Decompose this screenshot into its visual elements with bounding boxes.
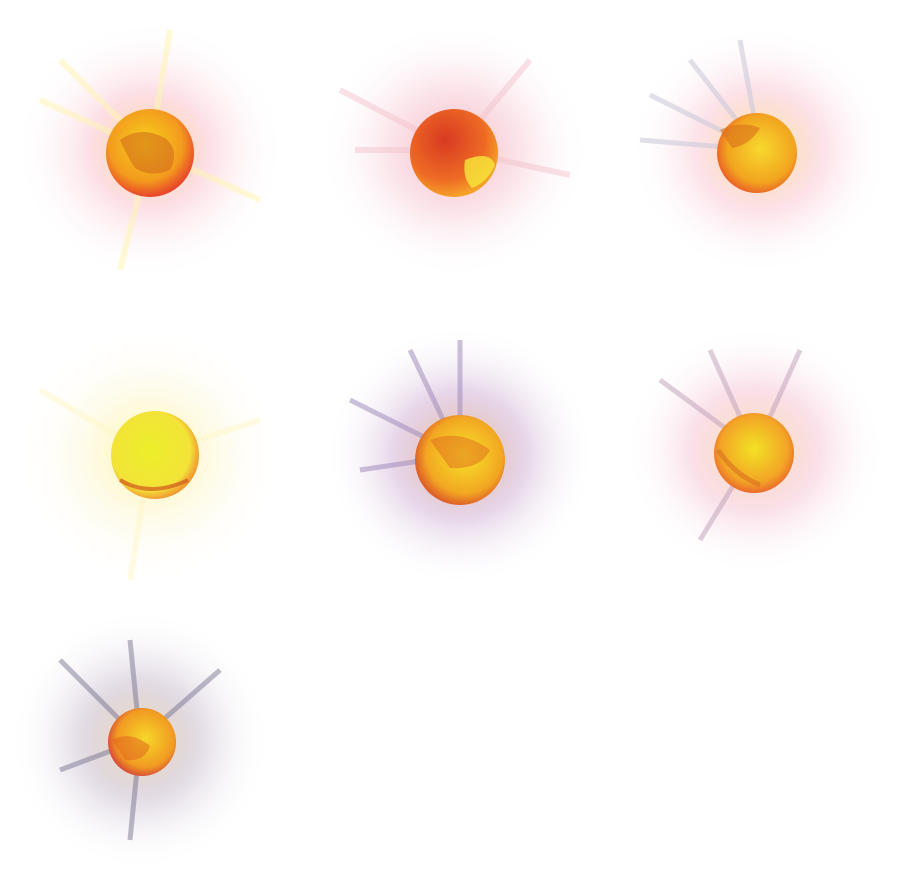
surface-crack <box>112 736 150 761</box>
fireball-frame-1-graphic <box>15 20 285 280</box>
light-streaks <box>38 29 262 271</box>
fireball-frame-3-graphic <box>630 25 890 275</box>
fireball-frame-4 <box>0 300 300 595</box>
fireball-frame-6-graphic <box>625 325 885 575</box>
fireball-frame-5-graphic <box>325 325 595 585</box>
fireball-frame-6 <box>600 300 900 595</box>
surface-crack <box>430 435 490 469</box>
fireball-core <box>410 109 498 197</box>
fireball-frame-1 <box>0 0 300 295</box>
surface-crack <box>720 124 760 148</box>
fireball-core <box>717 113 797 193</box>
fireball-frame-5 <box>300 300 600 595</box>
fireball-frame-2-graphic <box>320 22 590 278</box>
surface-crack <box>715 448 761 488</box>
fireball-frame-7-graphic <box>10 610 270 870</box>
fireball-core <box>714 413 794 493</box>
fireball-frame-7 <box>0 590 300 885</box>
surface-crack <box>118 478 189 491</box>
fireball-frame-3 <box>600 0 900 295</box>
surface-crack <box>464 156 495 188</box>
fireball-frame-4-graphic <box>15 325 285 585</box>
fireball-frame-2 <box>300 0 600 295</box>
fireball-core <box>111 411 199 499</box>
surface-crack <box>120 131 174 174</box>
